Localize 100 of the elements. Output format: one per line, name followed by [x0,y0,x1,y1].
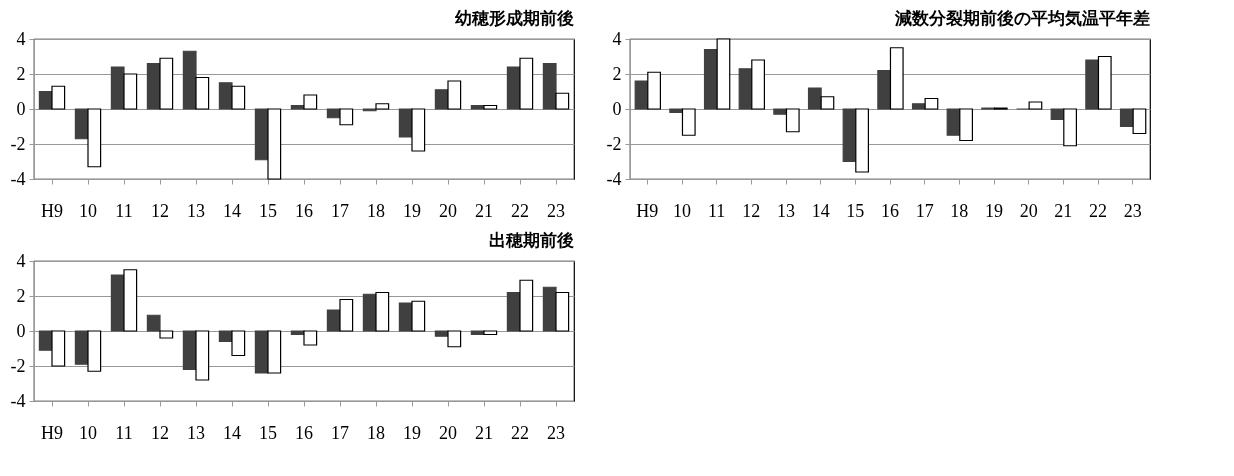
x-tick-label: 18 [367,200,385,221]
x-tick-label: 11 [115,200,133,221]
bar [1050,108,1065,121]
bar [555,291,570,332]
bar [159,330,174,339]
x-tick-label: 11 [707,200,726,221]
bar [889,47,904,110]
bar [447,80,462,110]
bar [38,330,53,351]
bar [820,96,835,110]
bar [1063,108,1077,147]
bar [555,92,570,110]
bar [773,108,788,115]
x-tick-label: 23 [547,200,565,221]
bar [470,104,485,110]
x-tick-label: 15 [846,200,865,221]
y-tick-label: 2 [612,63,622,84]
bar [911,103,926,110]
bar [123,269,138,332]
bar [483,104,498,110]
x-tick-label: H9 [636,200,659,221]
x-tick-label: 10 [79,422,97,443]
x-tick-label: 11 [115,422,133,443]
x-tick-label: 14 [223,200,241,221]
bar [411,300,426,332]
x-tick-label: 19 [985,200,1003,221]
x-tick-label: 13 [187,422,205,443]
bar [326,309,341,332]
bar [267,330,282,374]
x-tick-label: 19 [403,200,421,221]
bar [519,57,534,110]
bar [110,66,125,110]
chart-title: 出穂期前後 [489,230,574,250]
bar [470,330,485,336]
y-tick-label: -2 [10,133,26,154]
bar [519,279,534,332]
x-tick-label: 22 [1089,200,1107,221]
bar [51,85,66,110]
x-tick-label: 14 [811,200,830,221]
y-tick-label: 4 [16,28,26,49]
x-tick-label: 20 [439,422,457,443]
bar [398,302,413,332]
y-tick-label: -2 [10,355,26,376]
bar [924,97,939,110]
bar [123,73,138,110]
y-tick-label: -4 [10,168,26,189]
x-tick-label: 15 [259,200,277,221]
x-tick-label: H9 [41,200,63,221]
x-tick-label: 18 [950,200,969,221]
x-tick-label: 17 [331,200,349,221]
chart-title: 幼穂形成期前後 [455,8,574,28]
y-tick-label: 2 [16,285,26,306]
bar [87,108,102,168]
x-tick-label: 16 [881,200,899,221]
x-tick-label: 19 [403,422,421,443]
bar [195,76,210,110]
x-tick-label: 16 [295,422,313,443]
bar [218,82,233,110]
bar [1028,101,1043,110]
x-tick-label: 17 [331,422,349,443]
bar [339,298,354,332]
bar [669,108,684,114]
y-tick-label: 0 [16,320,26,341]
x-tick-label: 18 [367,422,385,443]
bar [434,89,449,110]
y-tick-label: 0 [16,98,26,119]
bar [231,330,246,357]
y-tick-label: 4 [16,250,26,271]
bar [375,291,390,332]
bar [375,103,390,110]
x-tick-label: 12 [742,200,761,221]
x-tick-label: H9 [41,422,63,443]
x-tick-label: 23 [547,422,565,443]
bar [716,38,731,110]
bar [807,87,822,110]
x-tick-label: 10 [79,200,97,221]
x-tick-label: 22 [511,422,529,443]
bar [87,330,102,372]
bar [51,330,66,367]
bar [785,108,800,133]
x-tick-label: 21 [1054,200,1073,221]
bar [146,314,161,332]
y-tick-label: -2 [606,133,622,154]
bar [483,330,498,336]
bar [434,330,449,337]
x-tick-label: 20 [439,200,457,221]
x-tick-label: 21 [475,422,493,443]
y-tick-label: 2 [16,63,26,84]
x-tick-label: 12 [151,422,169,443]
y-tick-label: -4 [606,168,622,189]
bar [182,50,197,110]
bar [267,108,282,180]
bar [855,108,869,173]
x-tick-label: 20 [1019,200,1038,221]
bar [159,57,174,110]
bar [751,59,765,110]
x-tick-label: 12 [151,200,169,221]
bar [290,330,305,336]
x-tick-label: 17 [915,200,934,221]
bar [411,108,426,152]
